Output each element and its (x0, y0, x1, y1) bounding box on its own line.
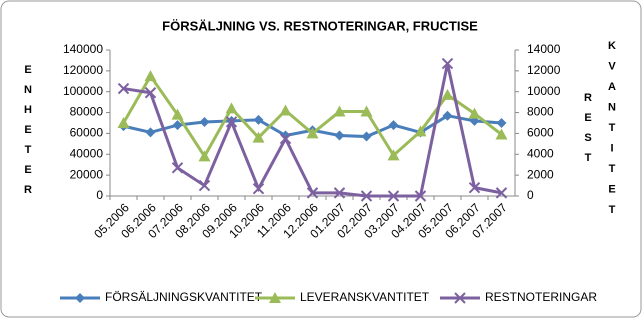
point (442, 110, 453, 121)
y-tick-label: 120000 (63, 63, 103, 77)
y2-tick-label: 0 (527, 188, 534, 202)
point (198, 179, 211, 192)
y-tick-label: 80000 (70, 105, 104, 119)
y2-tick-label: 4000 (527, 146, 554, 160)
y-tick-label: 100000 (63, 84, 103, 98)
point (198, 150, 211, 162)
point (279, 104, 292, 116)
point (387, 149, 400, 161)
point (144, 70, 157, 82)
point (199, 116, 210, 127)
point (360, 190, 373, 202)
y2-tick-label: 12000 (527, 63, 561, 77)
y2-axis-label: KVANTITET (606, 40, 618, 225)
point (495, 187, 508, 199)
point (496, 118, 507, 128)
y2-tick-label: 14000 (527, 42, 561, 56)
point (441, 57, 454, 70)
point (252, 131, 265, 143)
frame (0, 0, 642, 318)
point (117, 117, 130, 128)
y-axis-label: ENHETER (22, 64, 34, 204)
y2-tick-label: 10000 (527, 84, 561, 98)
y-tick-label: 20000 (70, 167, 104, 181)
point (252, 182, 265, 195)
legend-label: LEVERANSKVANTITET (300, 290, 430, 304)
y-tick-label: 40000 (70, 146, 104, 160)
point (253, 114, 264, 125)
point (361, 131, 372, 142)
y2-axis-label-inner: REST (582, 92, 594, 172)
point (225, 102, 238, 114)
y2-tick-label: 2000 (527, 167, 554, 181)
y-tick-label: 0 (96, 188, 103, 202)
point (117, 82, 130, 95)
y2-tick-label: 6000 (527, 126, 554, 140)
chart-title: FÖRSÄLJNING VS. RESTNOTERINGAR, FRUCTISE (162, 18, 478, 33)
point (225, 116, 238, 128)
point (145, 127, 156, 138)
point (414, 190, 427, 202)
legend-label: RESTNOTERINGAR (485, 290, 597, 304)
point (334, 130, 345, 141)
y2-tick-label: 8000 (527, 105, 554, 119)
y-tick-label: 60000 (70, 126, 104, 140)
point (414, 125, 427, 137)
point (388, 120, 399, 131)
point (333, 187, 346, 199)
legend-marker (454, 292, 466, 304)
point (360, 105, 373, 117)
point (279, 132, 292, 145)
point (306, 187, 319, 199)
point (387, 190, 400, 202)
point (171, 162, 184, 174)
point (144, 87, 157, 99)
point (171, 108, 184, 120)
legend-label: FÖRSÄLJNINGSKVANTITET (105, 290, 263, 304)
point (441, 88, 454, 100)
point (306, 127, 319, 139)
point (172, 120, 183, 131)
point (333, 105, 346, 117)
legend-marker (269, 292, 281, 303)
point (468, 181, 481, 194)
point (468, 107, 481, 119)
point (495, 128, 508, 140)
legend-marker (75, 293, 85, 303)
y-tick-label: 140000 (63, 42, 103, 56)
